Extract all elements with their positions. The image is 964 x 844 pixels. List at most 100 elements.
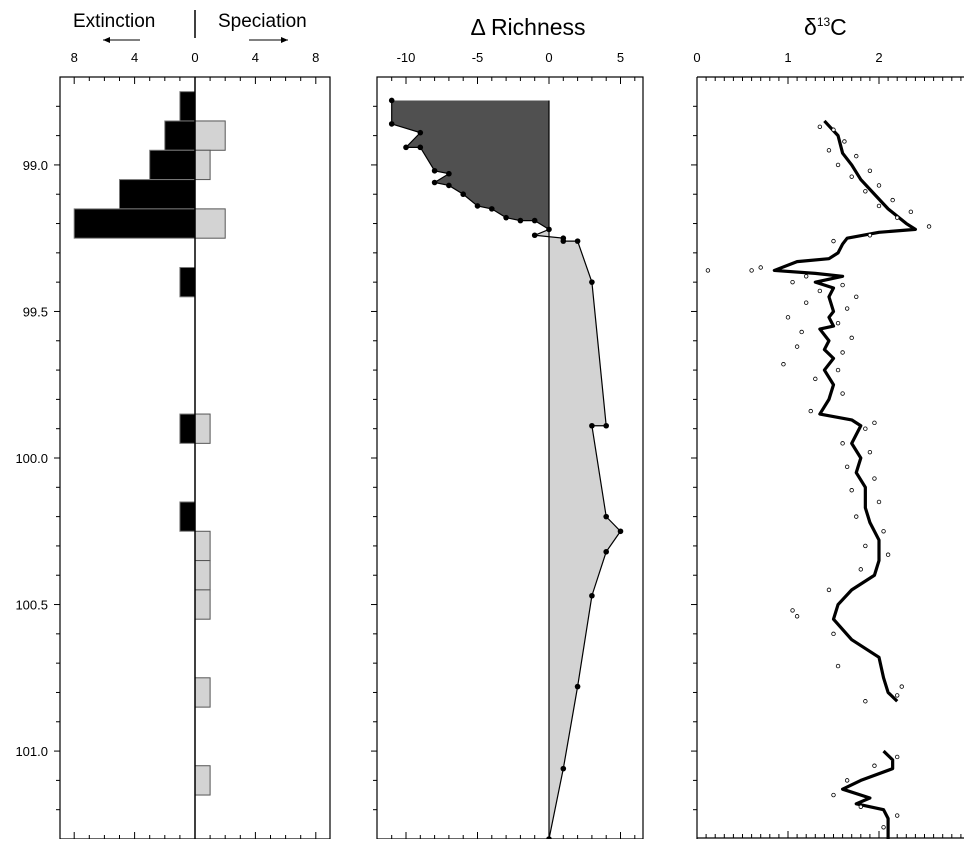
d13c-sample-point [831,238,836,244]
richness-point [417,144,424,151]
d13c-title-superscript: 13 [817,15,831,29]
d13c-sample-point [885,552,891,557]
richness-point [446,170,452,177]
richness-point [589,279,595,285]
extinction-bar [73,208,196,239]
richness-point [589,592,595,599]
d13c-sample-point [808,408,813,414]
d13c-sample-point [895,215,900,220]
d13c-sample-point [854,514,859,519]
d13c-sample-point [895,754,900,760]
d13c-sample-point [813,376,818,382]
richness-point [531,217,538,224]
negative-richness-area [391,100,549,230]
extinction-bar [179,267,196,298]
d13c-sample-point [831,631,836,637]
richness-point [431,167,438,174]
y-tick-label: 101.0 [15,744,48,759]
extinction-bar [149,149,196,181]
richness-point [388,97,395,104]
richness-point [589,422,595,429]
richness-point [431,179,438,186]
x-tick-label: -5 [472,50,484,65]
d13c-sample-point [858,567,863,572]
d13c-sample-point [863,699,868,704]
d13c-sample-point [872,763,877,768]
d13c-sample-point [844,306,850,311]
d13c-sample-point [794,614,800,619]
extinction-bar [164,120,196,151]
d13c-sample-point [785,315,791,320]
d13c-sample-point [908,209,914,215]
d13c-sample-point [804,274,809,279]
richness-line [391,100,622,840]
d13c-title-delta: δ [804,14,817,40]
d13c-sample-point [867,168,873,173]
richness-title: Δ Richness [470,14,585,40]
speciation-title: Speciation [218,11,307,32]
x-tick-label: -10 [397,50,416,65]
d13c-sample-point [840,441,845,446]
richness-point [574,238,581,244]
extinction-bar [119,179,196,210]
richness-point [560,765,567,772]
d13c-title-carbon: C [830,14,847,40]
x-tick-label: 4 [252,50,259,65]
richness-point [617,528,624,535]
x-tick-label: 0 [545,50,552,65]
d13c-sample-point [790,608,795,613]
speciation-bar [194,208,226,239]
d13c-sample-point [817,288,823,294]
x-tick-label: 8 [71,50,78,65]
x-tick-label: 0 [191,50,198,65]
d13c-sample-point [790,279,795,285]
richness-point [460,191,467,198]
x-tick-label: 5 [617,50,624,65]
d13c-sample-point [826,587,832,593]
speciation-bar [194,120,226,151]
d13c-sample-point [876,203,882,209]
d13c-sample-point [872,476,877,481]
richness-point [388,121,395,127]
d13c-sample-point [876,183,882,188]
d13c-sample-point [849,335,854,341]
richness-point [446,182,452,189]
d13c-sample-point [794,344,800,349]
positive-richness-area [534,229,621,839]
d13c-sample-point [881,825,886,830]
d13c-sample-point [758,265,763,270]
richness-point [503,214,509,221]
d13c-sample-point [926,224,932,229]
d13c-sample-point [899,684,904,689]
richness-point [574,683,581,690]
richness-point [546,226,552,233]
d13c-sample-point [817,124,823,130]
x-tick-label: 1 [784,50,791,65]
x-tick-label: 0 [693,50,700,65]
d13c-sample-point [844,778,850,783]
richness-point [603,548,609,555]
d13c-sample-point [804,300,809,305]
d13c-sample-point [749,268,754,273]
d13c-sample-point [835,367,841,373]
d13c-sample-point [849,488,854,493]
d13c-sample-point [876,499,882,505]
d13c-sample-point [831,792,836,798]
d13c-sample-point [799,329,804,335]
richness-point [489,206,495,212]
d13c-title: δ13C [804,14,847,40]
d13c-sample-point [863,543,868,549]
y-tick-label: 100.0 [15,451,48,466]
d13c-sample-point [863,189,868,194]
d13c-sample-point [863,426,868,431]
d13c-sample-point [781,362,786,367]
y-tick-label: 100.5 [15,598,48,613]
d13c-panel: δ13C 0123 [691,14,964,839]
d13c-sample-point [895,693,900,698]
speciation-bar [194,530,211,562]
y-tick-label: 99.0 [23,158,48,173]
d13c-sample-point [872,420,877,426]
extinction-speciation-panel: Extinction Speciation 8 4 0 4 8 99.0 99.5 100.… [15,10,331,840]
